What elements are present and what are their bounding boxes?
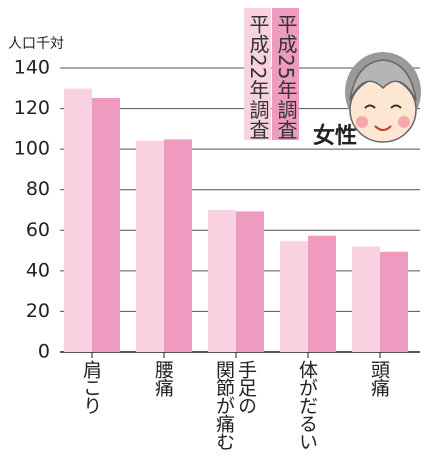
bar [352, 247, 380, 352]
x-tick-label: 腰痛 [152, 360, 174, 396]
x-tick-label: 頭痛 [368, 360, 390, 396]
cheek [398, 116, 410, 128]
bar [136, 141, 164, 352]
bar [164, 139, 192, 352]
bar [92, 98, 120, 352]
chart: 人口千対 0 20 40 60 80 100 120 140 女性 平成22年調査平成25年調… [0, 0, 424, 462]
y-tick-label: 40 [26, 259, 50, 281]
x-tick-label: 手足の 関節が痛む [213, 360, 257, 450]
bar [208, 210, 236, 352]
x-tick-label: 肩こり [80, 360, 102, 414]
y-axis-label: 人口千対 [8, 36, 64, 52]
x-tick-label: 体がだるい [296, 360, 318, 450]
bar [280, 241, 308, 352]
y-tick-label: 0 [38, 341, 50, 363]
y-tick-label: 140 [14, 57, 50, 79]
chart-canvas: 人口千対 0 20 40 60 80 100 120 140 [0, 0, 424, 462]
legend-label: 平成22年調査 [244, 8, 271, 140]
y-tick-label: 20 [26, 300, 50, 322]
y-tick-label: 60 [26, 219, 50, 241]
bar [380, 252, 408, 352]
bar [64, 89, 92, 352]
bar [236, 211, 264, 352]
y-tick-label: 100 [14, 138, 50, 160]
annotation: 女性 [313, 118, 357, 150]
legend-label: 平成25年調査 [272, 8, 299, 140]
bar [308, 236, 336, 352]
y-tick-label: 80 [26, 178, 50, 200]
cheek [356, 116, 368, 128]
y-tick-label: 120 [14, 97, 50, 119]
